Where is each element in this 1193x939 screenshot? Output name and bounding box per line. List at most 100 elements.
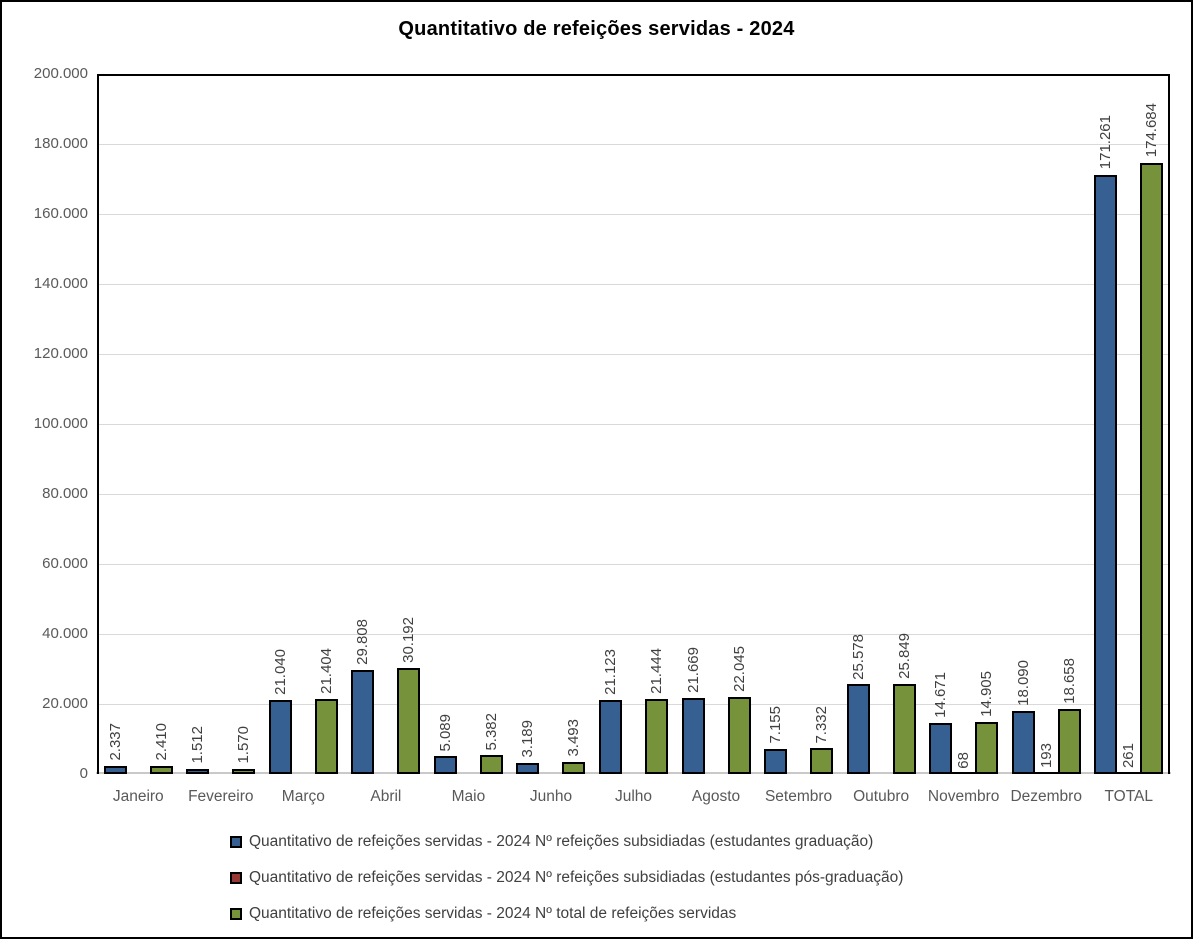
bar-label: 7.155	[767, 706, 785, 744]
bar	[846, 684, 870, 774]
bar	[929, 722, 953, 774]
legend-item: Quantitativo de refeições servidas - 202…	[230, 833, 903, 851]
gridline	[97, 493, 1170, 495]
bar	[479, 755, 503, 774]
x-axis-label: Setembro	[764, 788, 833, 805]
bar-label: 29.808	[354, 618, 372, 665]
bar	[599, 700, 622, 774]
y-axis-tick-label: 60.000	[42, 555, 88, 572]
y-axis-tick-label: 140.000	[33, 275, 88, 292]
gridline	[97, 283, 1170, 285]
bar-label: 21.404	[317, 648, 335, 695]
bar	[1034, 772, 1058, 774]
bar-label: 68	[955, 752, 973, 769]
bar-label: 25.578	[849, 633, 867, 680]
bar	[1117, 772, 1141, 774]
bar-label: 1.570	[235, 725, 253, 764]
legend-label: Quantitativo de refeições servidas - 202…	[249, 833, 874, 850]
bar-label: 21.444	[648, 648, 665, 694]
bar	[727, 696, 751, 774]
bar-label: 2.337	[106, 723, 124, 761]
gridline	[97, 563, 1170, 565]
bar	[810, 748, 834, 774]
bar	[1011, 710, 1035, 774]
x-axis-label: Abril	[370, 788, 402, 805]
bar-label: 18.658	[1060, 657, 1078, 704]
x-axis-label: Dezembro	[1010, 788, 1082, 805]
bar-label: 3.189	[519, 720, 537, 758]
gridline	[97, 213, 1170, 215]
bar-label: 21.123	[602, 649, 619, 696]
bar-label: 174.684	[1143, 103, 1161, 158]
bar	[149, 765, 173, 774]
bar-label: 1.512	[189, 726, 207, 764]
bar	[433, 756, 457, 774]
bar	[186, 768, 210, 774]
bar	[681, 698, 705, 774]
x-axis-label: Junho	[529, 788, 573, 805]
x-axis-label: Novembro	[927, 788, 1000, 805]
bar-label: 261	[1120, 743, 1138, 769]
y-axis-tick-label: 0	[79, 765, 88, 782]
y-axis-tick-label: 100.000	[33, 415, 88, 432]
bar-label: 21.040	[271, 649, 289, 696]
bar-label: 21.669	[684, 647, 702, 694]
bar-label: 5.382	[482, 712, 500, 751]
legend-item: Quantitativo de refeições servidas - 202…	[230, 905, 903, 923]
x-axis-label: Maio	[451, 788, 486, 805]
plot-area: 2.337 2.410 1.512 1.570 21.040 21.404 29.808 30…	[97, 74, 1170, 774]
gridline	[97, 143, 1170, 145]
bar-label: 22.045	[730, 645, 748, 692]
y-axis-tick-label: 80.000	[42, 485, 88, 502]
x-axis-label: Outubro	[853, 788, 910, 805]
legend: Quantitativo de refeições servidas - 202…	[230, 833, 903, 937]
bar-label: 7.332	[813, 705, 831, 744]
legend-marker-icon	[230, 836, 242, 848]
bar	[314, 699, 338, 774]
y-axis-tick-label: 40.000	[42, 625, 88, 642]
x-axis-label: TOTAL	[1104, 788, 1153, 805]
bar	[1094, 174, 1118, 774]
x-axis-label: Janeiro	[112, 788, 164, 805]
bar	[562, 761, 586, 774]
legend-item: Quantitativo de refeições servidas - 202…	[230, 869, 903, 887]
x-axis-label: Agosto	[691, 788, 741, 805]
bar-label: 18.090	[1014, 659, 1032, 706]
legend-marker-icon	[230, 872, 242, 884]
bar	[892, 683, 916, 774]
x-axis-label: Fevereiro	[188, 788, 254, 805]
bar-label: 14.905	[978, 670, 996, 717]
bar-label: 193	[1037, 743, 1055, 769]
bar	[975, 721, 999, 774]
bar	[1140, 162, 1164, 774]
y-axis-tick-label: 160.000	[33, 205, 88, 222]
gridline	[97, 353, 1170, 355]
legend-label: Quantitativo de refeições servidas - 202…	[249, 869, 904, 886]
bar	[103, 765, 127, 774]
y-axis-tick-label: 200.000	[33, 65, 88, 82]
bar	[397, 668, 421, 774]
bar	[232, 768, 256, 774]
bar	[645, 698, 668, 774]
y-axis-tick-label: 20.000	[42, 695, 88, 712]
bar	[268, 700, 292, 774]
y-axis-tick-label: 180.000	[33, 135, 88, 152]
bar-label: 2.410	[152, 723, 170, 761]
bar	[516, 762, 540, 774]
bar-label: 30.192	[400, 617, 418, 664]
bar-label: 25.849	[895, 632, 913, 679]
bar	[1057, 708, 1081, 774]
gridline	[97, 633, 1170, 635]
chart-title: Quantitativo de refeições servidas - 202…	[398, 18, 795, 40]
bar	[952, 772, 976, 774]
legend-label: Quantitativo de refeições servidas - 202…	[249, 905, 737, 922]
bar-label: 3.493	[565, 719, 583, 757]
bar-label: 14.671	[932, 671, 950, 718]
bar	[764, 748, 788, 774]
bar-label: 171.261	[1097, 115, 1115, 170]
x-axis-line	[96, 772, 1171, 774]
bar-label: 5.089	[436, 713, 454, 752]
legend-marker-icon	[230, 908, 242, 920]
x-axis-label: Julho	[614, 788, 653, 805]
